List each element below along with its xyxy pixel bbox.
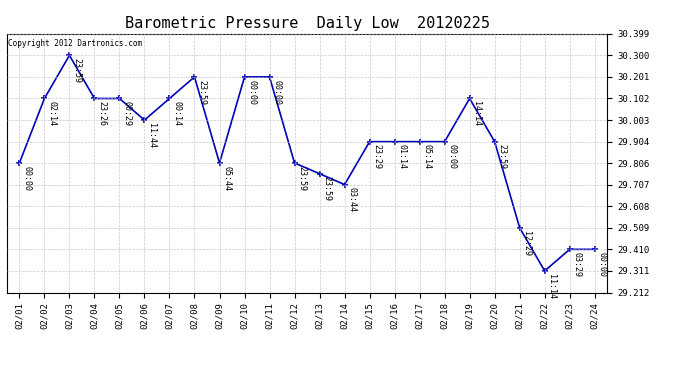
Text: 23:59: 23:59 xyxy=(297,166,306,191)
Text: 03:44: 03:44 xyxy=(347,188,356,212)
Text: 14:14: 14:14 xyxy=(473,101,482,126)
Text: 00:00: 00:00 xyxy=(247,80,256,105)
Text: 11:44: 11:44 xyxy=(147,123,156,148)
Text: 23:59: 23:59 xyxy=(497,144,506,170)
Text: 02:14: 02:14 xyxy=(47,101,56,126)
Text: 00:00: 00:00 xyxy=(598,252,607,277)
Text: 00:14: 00:14 xyxy=(172,101,181,126)
Text: 00:00: 00:00 xyxy=(273,80,282,105)
Text: 23:26: 23:26 xyxy=(97,101,106,126)
Text: 00:00: 00:00 xyxy=(447,144,456,170)
Text: 11:14: 11:14 xyxy=(547,274,556,299)
Text: 23:29: 23:29 xyxy=(373,144,382,170)
Text: 05:44: 05:44 xyxy=(222,166,231,191)
Text: 00:29: 00:29 xyxy=(122,101,131,126)
Text: 23:59: 23:59 xyxy=(72,58,81,83)
Title: Barometric Pressure  Daily Low  20120225: Barometric Pressure Daily Low 20120225 xyxy=(125,16,489,31)
Text: 23:59: 23:59 xyxy=(322,177,331,201)
Text: 03:29: 03:29 xyxy=(573,252,582,277)
Text: 05:14: 05:14 xyxy=(422,144,431,170)
Text: 01:14: 01:14 xyxy=(397,144,406,170)
Text: Copyright 2012 Dartronics.com: Copyright 2012 Dartronics.com xyxy=(8,39,142,48)
Text: 00:00: 00:00 xyxy=(22,166,31,191)
Text: 23:59: 23:59 xyxy=(197,80,206,105)
Text: 12:29: 12:29 xyxy=(522,231,531,255)
